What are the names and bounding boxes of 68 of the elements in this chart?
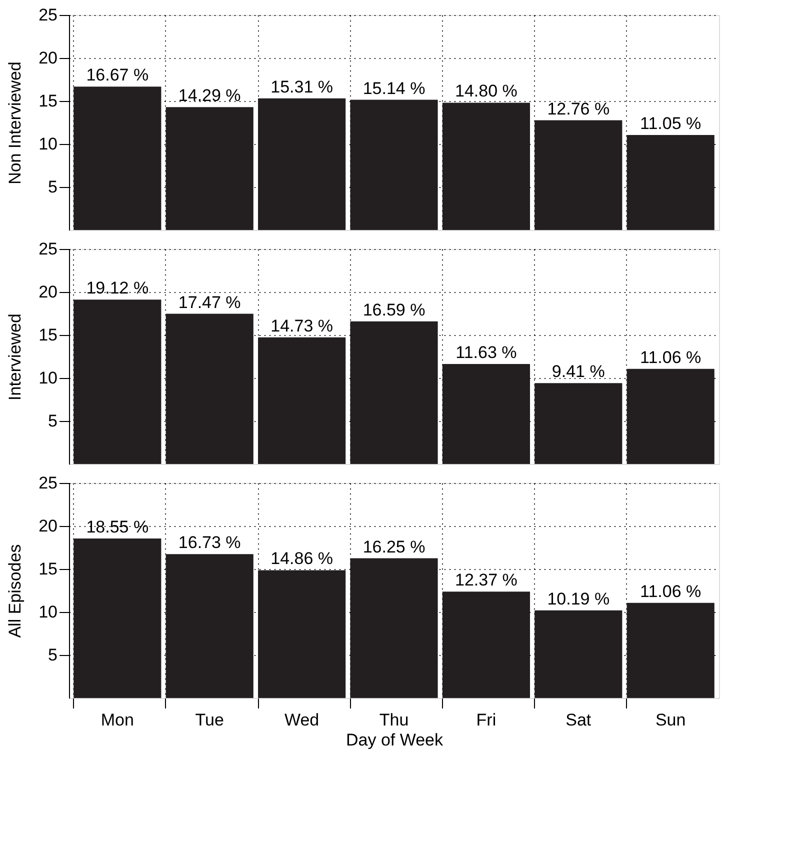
y-tick-label: 15	[38, 326, 58, 344]
bar	[74, 86, 162, 230]
data-label: 19.12 %	[86, 278, 149, 298]
y-tick-label: 25	[38, 474, 58, 492]
data-label: 12.76 %	[547, 99, 610, 118]
data-label: 15.14 %	[362, 78, 426, 98]
bar	[350, 321, 438, 464]
data-label: 14.29 %	[178, 86, 241, 106]
y-tick-label: 20	[38, 516, 58, 536]
data-label: 14.73 %	[270, 316, 333, 336]
x-tick-label: Tue	[195, 710, 224, 730]
x-tick-label: Sat	[566, 710, 592, 730]
y-tick-label: 10	[38, 368, 58, 388]
data-label: 17.47 %	[178, 292, 241, 312]
bar	[166, 107, 254, 230]
x-tick-label: Thu	[379, 710, 409, 730]
x-tick-label: Fri	[476, 710, 496, 730]
bar	[350, 100, 438, 230]
bar	[74, 538, 162, 698]
bar	[626, 368, 714, 464]
y-tick-label: 20	[38, 48, 58, 68]
y-tick-label: 5	[48, 178, 58, 196]
data-label: 15.31 %	[270, 77, 333, 96]
bar	[258, 98, 346, 230]
bar	[74, 300, 162, 464]
y-tick-label: 15	[38, 92, 58, 110]
bar	[442, 592, 530, 698]
bar	[534, 120, 622, 230]
data-label: 11.63 %	[456, 342, 517, 362]
data-label: 16.73 %	[178, 533, 241, 552]
bar	[534, 383, 622, 464]
data-label: 16.67 %	[86, 66, 149, 85]
x-tick-label: Wed	[284, 710, 320, 730]
bar	[534, 610, 622, 698]
data-label: 12.37 %	[455, 570, 518, 590]
data-label: 16.25 %	[362, 537, 426, 556]
bar	[350, 558, 438, 698]
y-tick-label: 15	[38, 560, 58, 578]
data-label: 11.05 %	[640, 114, 702, 133]
y-tick-label: 20	[38, 282, 58, 302]
x-tick-label: Sun	[655, 710, 686, 730]
bar	[166, 314, 254, 464]
bar	[166, 554, 254, 698]
y-tick-label: 25	[38, 6, 58, 24]
y-tick-label: 5	[48, 646, 58, 664]
data-label: 16.59 %	[362, 300, 426, 320]
data-label: 9.41 %	[552, 362, 605, 382]
data-label: 14.86 %	[270, 549, 333, 568]
data-label: 10.19 %	[547, 589, 610, 608]
y-tick-label: 10	[38, 602, 58, 622]
bar	[258, 570, 346, 698]
y-tick-label: 25	[38, 240, 58, 258]
bar	[626, 134, 714, 230]
bar	[626, 602, 714, 698]
x-axis-title: Day of Week	[346, 730, 444, 750]
y-axis-title: Non Interviewed	[6, 62, 25, 184]
data-label: 11.06 %	[640, 582, 702, 601]
bar	[258, 337, 346, 464]
data-label: 18.55 %	[86, 517, 149, 536]
x-tick-label: Mon	[100, 710, 134, 730]
y-axis-title: All Episodes	[6, 544, 25, 638]
y-tick-label: 5	[48, 412, 58, 430]
data-label: 11.06 %	[640, 348, 702, 367]
data-label: 14.80 %	[455, 82, 518, 101]
y-tick-label: 10	[38, 134, 58, 154]
bar	[442, 364, 530, 464]
y-axis-title: Interviewed	[6, 314, 25, 400]
bar	[442, 102, 530, 230]
